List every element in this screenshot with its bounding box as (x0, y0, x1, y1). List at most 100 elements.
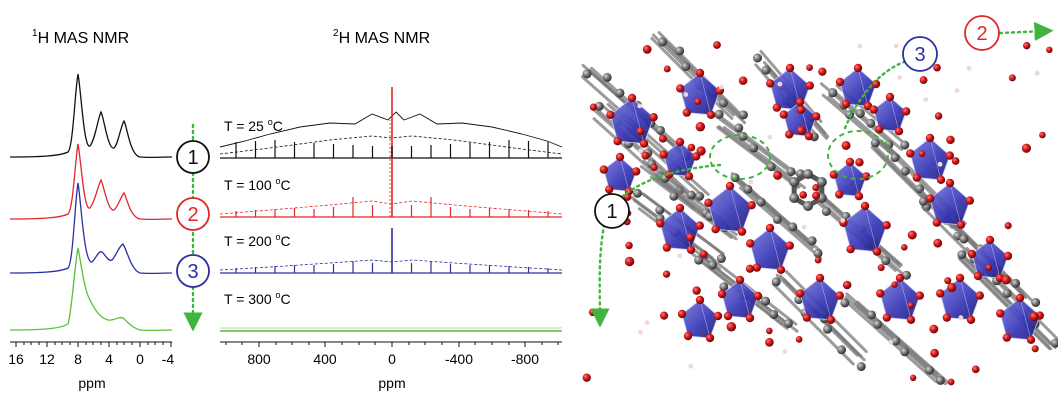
middle-panel-title: 2H MAS NMR (333, 28, 430, 47)
oxygen-atom (696, 146, 706, 156)
structure-rendering: 1 2 3 (580, 15, 1058, 386)
middle-tick-label: -800 (511, 351, 539, 367)
oxygen-atom (606, 110, 615, 120)
oxygen-atom (835, 291, 844, 300)
left-tick-label: 4 (105, 351, 113, 367)
oxygen-atom (929, 324, 939, 334)
carbon-atom (669, 191, 679, 201)
marker-column: 1 2 3 (176, 123, 210, 332)
polyhedron-edge (679, 141, 690, 177)
oxygen-atom (713, 41, 721, 49)
oxygen-atom (711, 225, 720, 234)
oxygen-atom (639, 139, 649, 148)
hydrogen-atom (801, 224, 807, 230)
left-tick-labels: 16 12 8 4 0 -4 (8, 351, 174, 367)
oxygen-atom (613, 137, 622, 146)
carbon-atom (783, 318, 793, 328)
carbon-atom (900, 166, 910, 176)
polyhedron-edge (989, 239, 1001, 279)
oxygen-atom (885, 92, 895, 102)
carbon-atom (738, 110, 748, 120)
oxygen-atom (971, 365, 980, 374)
carbon-atom (837, 345, 847, 355)
oxygen-atom (662, 270, 671, 278)
oxygen-atom (686, 233, 695, 242)
hydrogen-atom (688, 363, 694, 369)
oxygen-atom (747, 201, 756, 210)
oxygen-atom (745, 313, 755, 323)
oxygen-atom (909, 374, 917, 382)
oxygen-atom (796, 105, 806, 115)
linker-bond (739, 186, 823, 260)
rotation-path-3 (843, 60, 906, 130)
oxygen-atom (766, 79, 775, 88)
structure-marker-2-label: 2 (976, 23, 987, 45)
structure-atoms (582, 41, 1053, 386)
oxygen-atom (853, 63, 863, 73)
polyhedron-edge (889, 96, 900, 132)
carbon-atom (1031, 297, 1041, 307)
oxygen-atom (1029, 311, 1039, 322)
oxygen-atom (796, 289, 805, 298)
oxygen-atom (947, 378, 955, 386)
hydrogen-atom (897, 75, 903, 80)
structure-marker-1-circle (594, 193, 630, 229)
oxygen-atom (752, 263, 761, 272)
oxygen-atom (934, 112, 943, 120)
carbon-atom (1050, 338, 1058, 348)
structure-marker-1-label: 1 (606, 201, 617, 223)
polyhedron-edge (819, 277, 832, 320)
structure-marker-1: 1 (594, 193, 630, 229)
oxygen-atom (773, 170, 783, 180)
carbon-atom (873, 319, 883, 329)
oxygen-atom (841, 140, 851, 150)
carbon-atom (761, 65, 771, 75)
oxygen-atom (1021, 143, 1032, 153)
hydrogen-atom (888, 339, 894, 345)
carbon-atom (730, 173, 740, 183)
marker-2: 2 (176, 197, 210, 231)
carbon-atom (708, 260, 718, 270)
oxygen-atom (1015, 293, 1025, 303)
polyhedron-edge (769, 227, 782, 270)
oxygen-atom (845, 157, 855, 167)
carbon-atom (957, 250, 967, 260)
oxygen-atom (985, 235, 995, 245)
carbon-atom (594, 101, 604, 111)
structure-marker-3-label: 3 (914, 44, 925, 66)
hydrogen-atom (954, 88, 960, 94)
hydrogen-atom (677, 253, 683, 259)
oxygen-atom (684, 172, 694, 181)
oxygen-atom (627, 93, 637, 103)
carbon-atom (695, 191, 705, 201)
oxygen-atom (737, 227, 747, 236)
carbon-atom (881, 256, 891, 266)
oxygen-atom (795, 335, 803, 343)
oxygen-atom (599, 165, 608, 174)
left-x-axis (10, 341, 172, 347)
carbon-atom (807, 236, 817, 246)
oxygen-atom (659, 311, 669, 320)
oxygen-atom (735, 275, 745, 285)
oxygen-atom (589, 103, 598, 111)
oxygen-atom (835, 190, 844, 199)
carbon-atom (766, 162, 776, 172)
oxygen-atom (985, 264, 993, 271)
middle-tick-label: -400 (445, 351, 473, 367)
carbon-atom (719, 282, 729, 292)
oxygen-atom (891, 281, 898, 288)
oxygen-atom (1004, 222, 1012, 230)
oxygen-atom (967, 249, 977, 259)
oxygen-atom (933, 238, 943, 248)
structure-polyhedra (603, 67, 1041, 341)
middle-x-axis (220, 341, 562, 347)
oxygen-atom (973, 271, 983, 281)
carbon-atom (918, 196, 928, 206)
polyhedron-edge (864, 205, 878, 252)
oxygen-atom (705, 333, 715, 343)
oxygen-atom (695, 295, 705, 305)
middle-tick-labels: 800 400 0 -400 -800 (247, 351, 539, 367)
oxygen-atom (882, 313, 891, 322)
oxygen-atom (726, 321, 737, 332)
